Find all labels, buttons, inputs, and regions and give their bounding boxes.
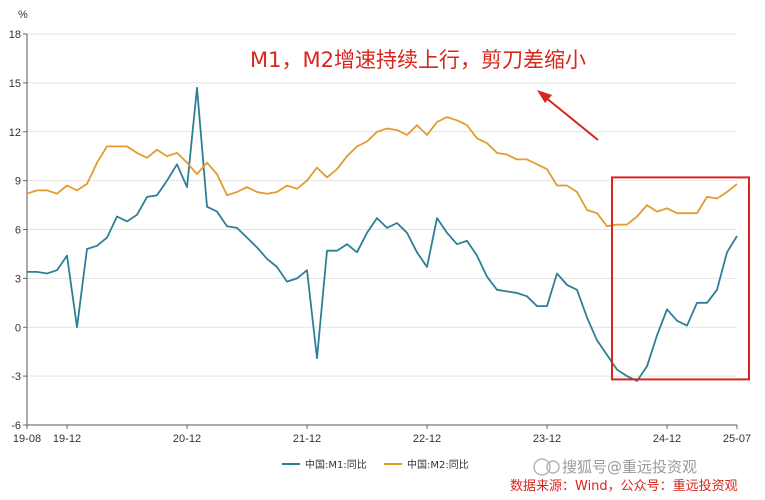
legend-label: 中国:M2:同比	[407, 458, 469, 471]
y-tick-label: 3	[15, 273, 21, 285]
x-tick-label: 20-12	[173, 433, 201, 445]
footer: 搜狐号@重远投资观 数据来源：Wind，公众号：重远投资观	[510, 458, 738, 494]
x-tick-label: 25-07	[723, 433, 751, 445]
annotation-arrow	[537, 90, 599, 141]
annotation-box	[611, 176, 750, 381]
annotation-text: M1，M2增速持续上行，剪刀差缩小	[250, 48, 586, 72]
y-tick-label: 9	[15, 176, 21, 188]
x-tick-label: 19-12	[53, 433, 81, 445]
x-tick-labels: 19-08 19-12 20-12 21-12 22-12 23-12 24-12 25-07	[13, 425, 751, 445]
y-tick-label: 0	[15, 322, 21, 334]
x-tick-label: 19-08	[13, 433, 41, 445]
series-line-m2	[26, 116, 738, 228]
y-axis-unit-label: %	[18, 9, 28, 21]
x-tick-label: 24-12	[653, 433, 681, 445]
legend-label: 中国:M1:同比	[305, 458, 367, 471]
watermark-text: 搜狐号@重远投资观	[562, 458, 697, 476]
y-tick-label: 15	[9, 78, 21, 90]
x-tick-label: 22-12	[413, 433, 441, 445]
x-tick-label: 21-12	[293, 433, 321, 445]
arrow-shaft	[544, 96, 599, 141]
arrow-head	[537, 90, 552, 103]
y-tick-label: -3	[11, 371, 21, 383]
series-lines	[26, 86, 738, 382]
y-tick-label: 12	[9, 127, 21, 139]
annotations: M1，M2增速持续上行，剪刀差缩小	[250, 48, 750, 381]
y-tick-label: 6	[15, 225, 21, 237]
legend: 中国:M1:同比 中国:M2:同比	[282, 458, 469, 471]
y-tick-label: 18	[9, 29, 21, 41]
watermark-icon	[533, 458, 560, 476]
y-tick-labels: -6 -3 0 3 6 9 12 15 18	[9, 29, 27, 432]
x-tick-label: 23-12	[533, 433, 561, 445]
source-text: 数据来源：Wind，公众号：重远投资观	[510, 478, 738, 494]
series-line-m1	[27, 86, 738, 382]
y-tick-label: -6	[11, 420, 21, 432]
grid-lines	[27, 33, 737, 377]
